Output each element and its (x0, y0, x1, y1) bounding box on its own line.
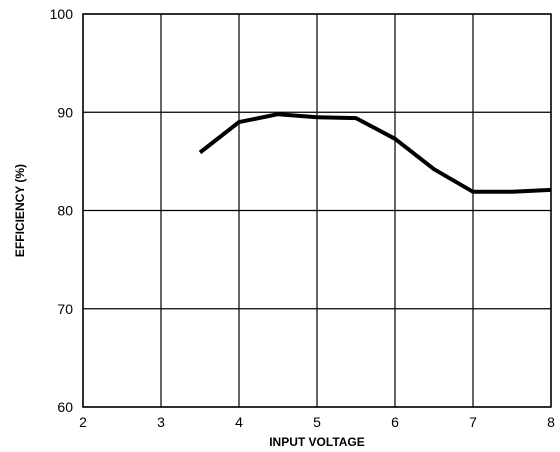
x-tick-label: 8 (547, 414, 555, 430)
y-tick-labels: 60 70 80 90 100 (50, 6, 74, 415)
x-axis-label: INPUT VOLTAGE (269, 435, 365, 449)
x-tick-label: 7 (469, 414, 477, 430)
x-tick-label: 2 (79, 414, 87, 430)
y-axis-label: EFFICIENCY (%) (13, 164, 27, 257)
grid-lines (82, 13, 552, 408)
x-tick-label: 4 (235, 414, 243, 430)
x-tick-label: 5 (313, 414, 321, 430)
x-tick-label: 3 (157, 414, 165, 430)
series-line-0 (198, 112, 552, 194)
y-tick-label: 80 (57, 203, 73, 219)
y-tick-label: 90 (57, 104, 73, 120)
y-tick-label: 60 (57, 399, 73, 415)
plot-frame (82, 13, 552, 408)
y-tick-label: 70 (57, 301, 73, 317)
x-tick-labels: 2 3 4 5 6 7 8 (79, 414, 555, 430)
x-tick-label: 6 (391, 414, 399, 430)
series-group (198, 112, 552, 194)
y-tick-label: 100 (50, 6, 74, 22)
